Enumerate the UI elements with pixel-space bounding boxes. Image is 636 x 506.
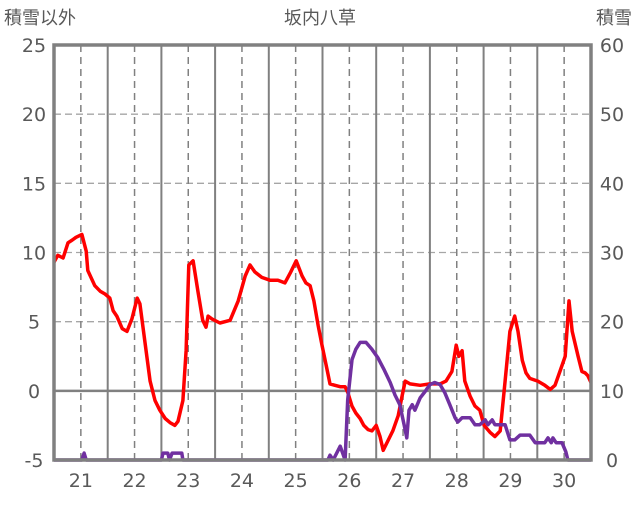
y-right-tick-label: 0 xyxy=(606,450,618,472)
x-tick-label: 22 xyxy=(122,470,146,492)
y-left-tick-label: 25 xyxy=(22,35,46,57)
y-left-tick-label: 15 xyxy=(22,173,46,195)
y-right-tick-label: 60 xyxy=(600,35,624,57)
y-right-tick-label: 50 xyxy=(600,104,624,126)
y-left-tick-label: 5 xyxy=(28,312,40,334)
y-left-tick-label: 20 xyxy=(22,104,46,126)
y-left-tick-label: -5 xyxy=(25,450,44,472)
y-right-tick-label: 20 xyxy=(600,312,624,334)
y-left-tick-label: 10 xyxy=(22,243,46,265)
x-tick-label: 25 xyxy=(284,470,308,492)
plot-frame xyxy=(52,43,593,462)
y-right-tick-label: 30 xyxy=(600,243,624,265)
y-right-tick-label: 40 xyxy=(600,173,624,195)
temperature-series-line xyxy=(52,232,593,453)
left-axis-label: 積雪以外 xyxy=(4,8,76,29)
y-right-tick-label: 10 xyxy=(600,381,624,403)
right-axis-label: 積雪 xyxy=(596,8,632,29)
x-tick-label: 29 xyxy=(498,470,522,492)
x-tick-label: 24 xyxy=(230,470,254,492)
x-tick-label: 30 xyxy=(552,470,576,492)
x-tick-label: 21 xyxy=(69,470,93,492)
y-left-tick-label: 0 xyxy=(28,381,40,403)
x-tick-label: 26 xyxy=(337,470,361,492)
x-tick-label: 28 xyxy=(445,470,469,492)
chart-title: 坂内八草 xyxy=(284,8,356,29)
x-tick-label: 27 xyxy=(391,470,415,492)
x-tick-label: 23 xyxy=(176,470,200,492)
